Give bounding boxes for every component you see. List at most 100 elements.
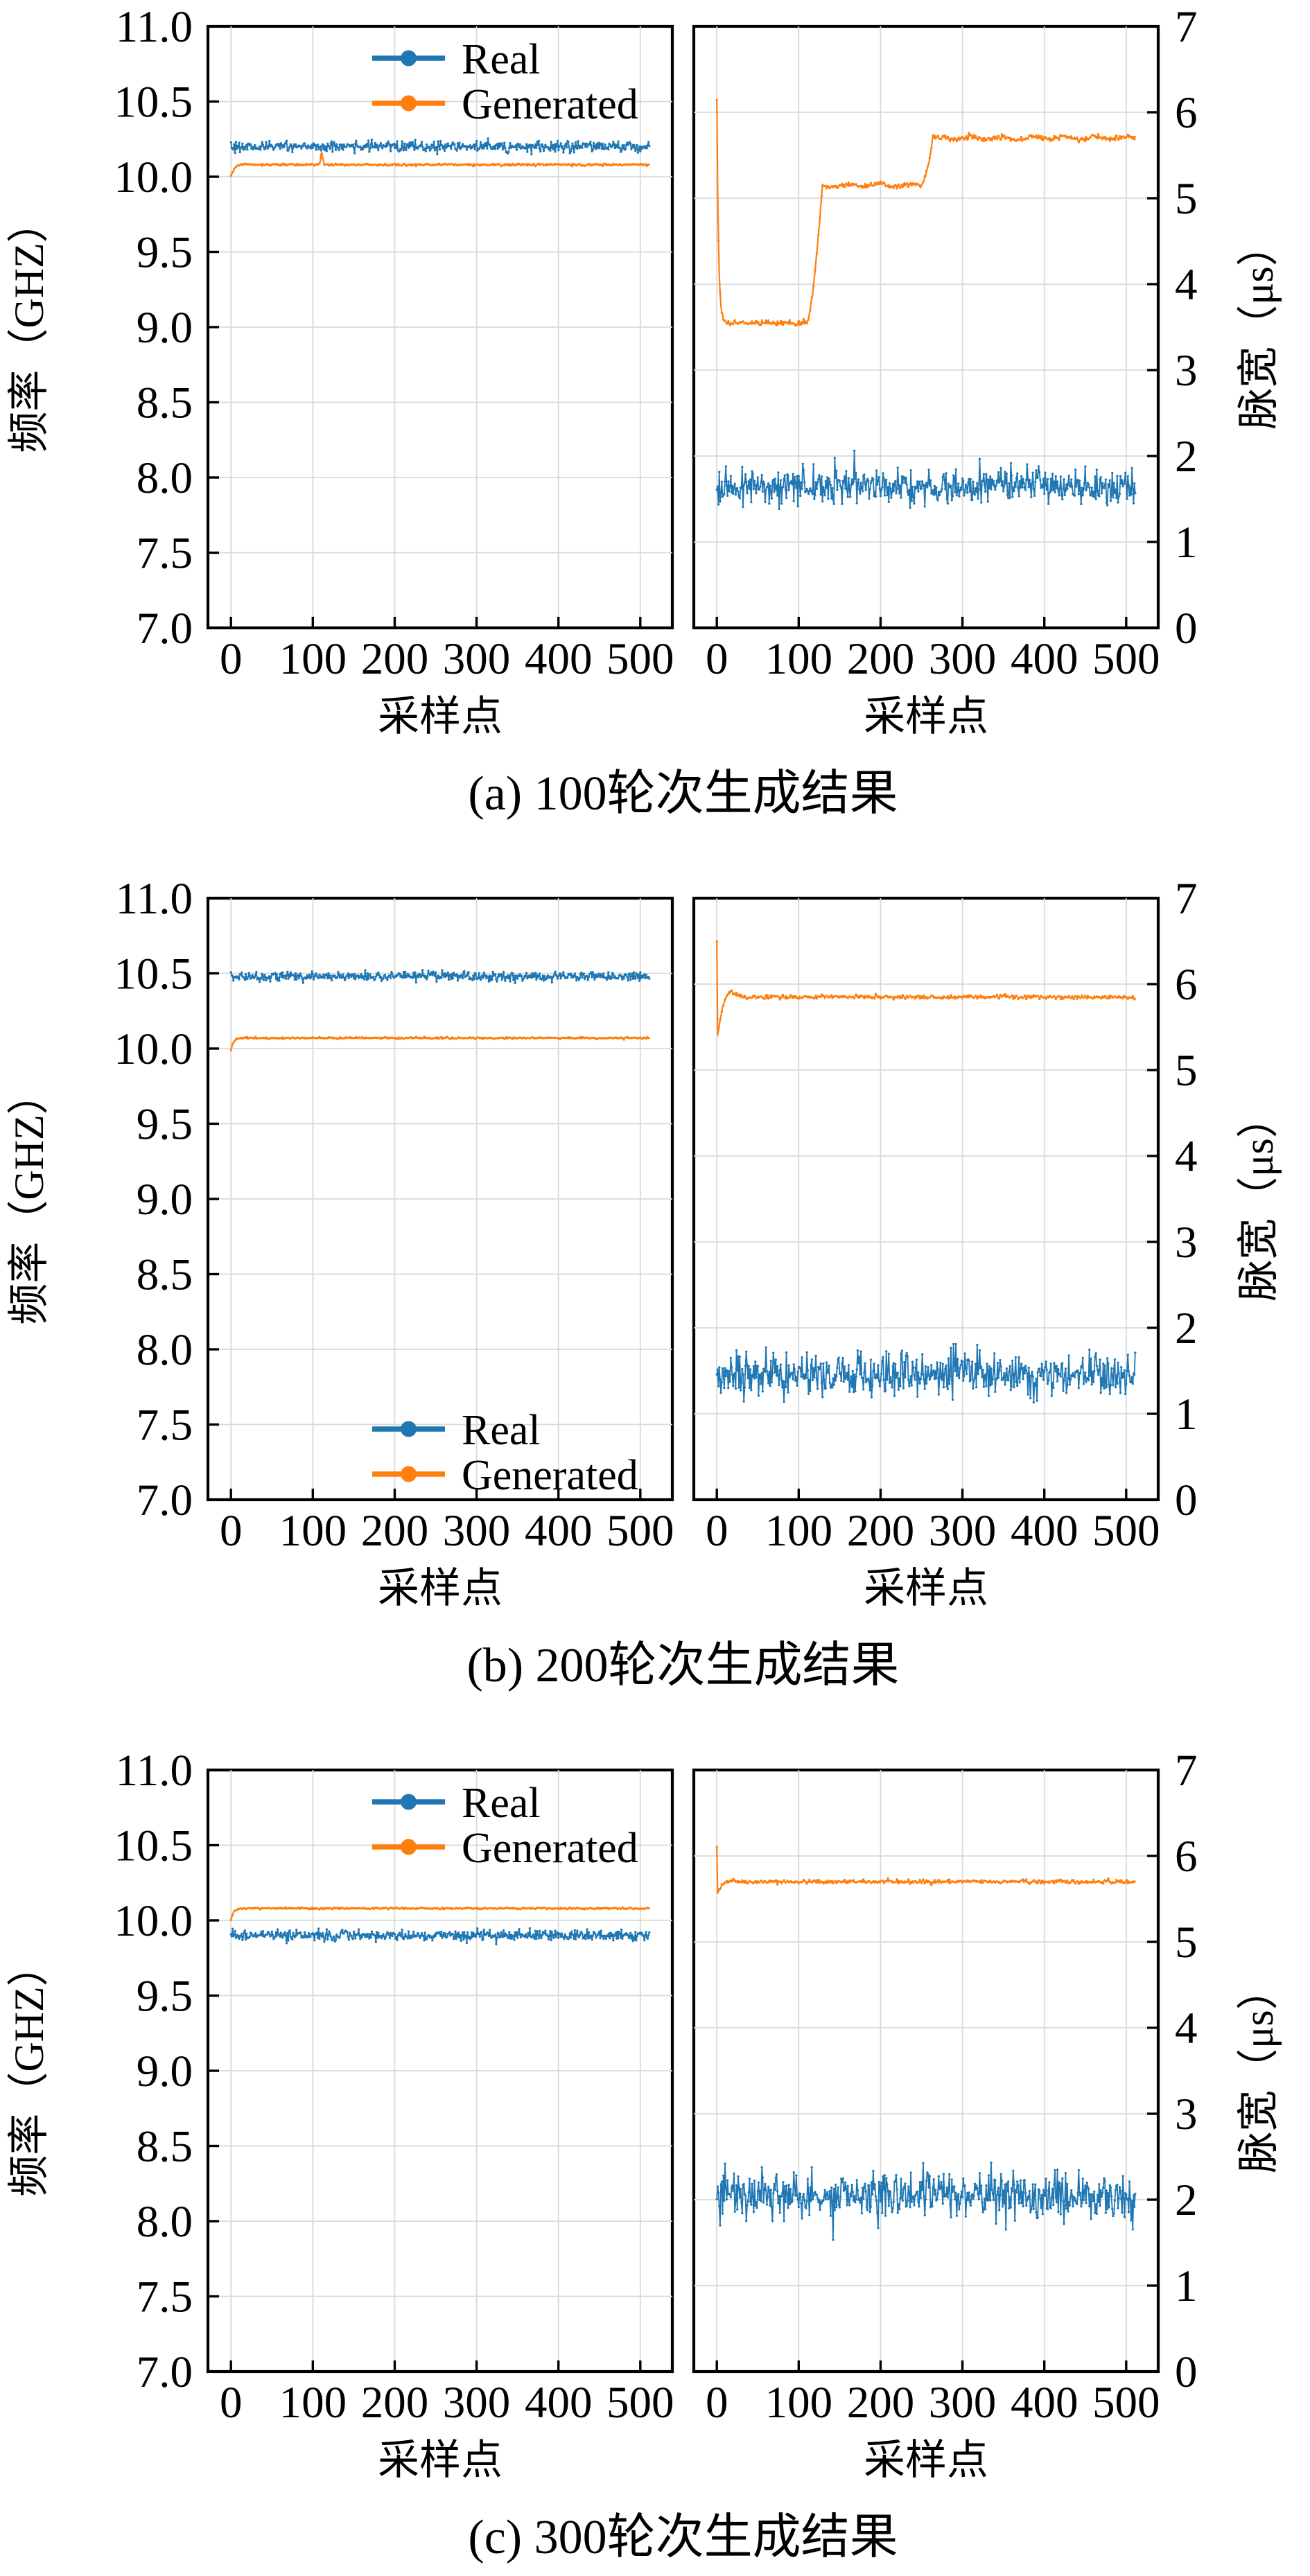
- svg-text:8.0: 8.0: [137, 1325, 193, 1375]
- svg-text:10.0: 10.0: [114, 1896, 193, 1946]
- svg-text:9.0: 9.0: [137, 1175, 193, 1225]
- svg-text:400: 400: [525, 1506, 593, 1556]
- svg-text:200: 200: [847, 2378, 915, 2428]
- svg-text:(a) 100轮次生成结果: (a) 100轮次生成结果: [468, 767, 898, 821]
- svg-text:9.0: 9.0: [137, 2047, 193, 2096]
- svg-text:2: 2: [1175, 432, 1198, 482]
- svg-text:9.0: 9.0: [137, 303, 193, 353]
- svg-text:500: 500: [1092, 1506, 1160, 1556]
- svg-text:0: 0: [220, 1506, 243, 1556]
- svg-text:2: 2: [1175, 1304, 1198, 1353]
- svg-text:频率（GHZ）: 频率（GHZ）: [6, 1073, 52, 1324]
- svg-text:1: 1: [1175, 2261, 1198, 2311]
- svg-text:100: 100: [279, 634, 347, 684]
- svg-text:Real: Real: [462, 1407, 541, 1454]
- svg-text:300: 300: [443, 634, 511, 684]
- svg-text:400: 400: [525, 2378, 593, 2428]
- svg-text:0: 0: [706, 634, 728, 684]
- svg-text:200: 200: [361, 634, 429, 684]
- svg-text:3: 3: [1175, 2089, 1198, 2139]
- svg-text:7.0: 7.0: [137, 604, 193, 654]
- svg-text:7.0: 7.0: [137, 2347, 193, 2397]
- svg-text:400: 400: [1011, 1506, 1078, 1556]
- svg-text:采样点: 采样点: [864, 1566, 988, 1611]
- svg-text:8.0: 8.0: [137, 453, 193, 503]
- svg-text:7: 7: [1175, 1746, 1198, 1796]
- svg-text:1: 1: [1175, 518, 1198, 568]
- svg-text:7.5: 7.5: [137, 2272, 193, 2322]
- svg-text:2: 2: [1175, 2175, 1198, 2225]
- svg-text:0: 0: [1175, 2347, 1198, 2397]
- svg-text:10.5: 10.5: [114, 949, 193, 999]
- svg-text:9.5: 9.5: [137, 1100, 193, 1150]
- svg-text:5: 5: [1175, 1918, 1198, 1968]
- svg-text:Generated: Generated: [462, 81, 638, 128]
- svg-text:8.5: 8.5: [137, 2122, 193, 2172]
- svg-text:100: 100: [279, 2378, 347, 2428]
- svg-text:采样点: 采样点: [864, 694, 988, 739]
- svg-text:100: 100: [765, 2378, 833, 2428]
- svg-text:8.5: 8.5: [137, 378, 193, 428]
- svg-text:7: 7: [1175, 2, 1198, 52]
- svg-text:6: 6: [1175, 88, 1198, 138]
- svg-text:10.0: 10.0: [114, 152, 193, 202]
- svg-text:采样点: 采样点: [864, 2437, 988, 2483]
- svg-text:0: 0: [706, 1506, 728, 1556]
- svg-text:(c) 300轮次生成结果: (c) 300轮次生成结果: [468, 2511, 898, 2564]
- svg-text:0: 0: [706, 2378, 728, 2428]
- svg-text:7.5: 7.5: [137, 1401, 193, 1451]
- svg-text:300: 300: [443, 1506, 511, 1556]
- svg-text:200: 200: [361, 1506, 429, 1556]
- svg-text:Generated: Generated: [462, 1825, 638, 1872]
- svg-text:采样点: 采样点: [378, 2437, 503, 2483]
- svg-text:300: 300: [929, 1506, 997, 1556]
- svg-text:4: 4: [1175, 1132, 1198, 1182]
- svg-text:9.5: 9.5: [137, 1972, 193, 2022]
- svg-text:频率（GHZ）: 频率（GHZ）: [6, 201, 52, 453]
- svg-text:500: 500: [1092, 634, 1160, 684]
- svg-text:200: 200: [847, 634, 915, 684]
- svg-text:0: 0: [220, 634, 243, 684]
- svg-text:10.5: 10.5: [114, 78, 193, 128]
- svg-text:3: 3: [1175, 1218, 1198, 1268]
- svg-text:频率（GHZ）: 频率（GHZ）: [6, 1945, 52, 2196]
- svg-text:400: 400: [525, 634, 593, 684]
- svg-text:(b) 200轮次生成结果: (b) 200轮次生成结果: [466, 1639, 899, 1692]
- svg-text:10.0: 10.0: [114, 1024, 193, 1074]
- svg-text:脉宽（μs）: 脉宽（μs）: [1236, 225, 1282, 430]
- svg-text:100: 100: [765, 1506, 833, 1556]
- svg-text:5: 5: [1175, 174, 1198, 224]
- svg-text:100: 100: [765, 634, 833, 684]
- svg-text:400: 400: [1011, 2378, 1078, 2428]
- svg-text:7: 7: [1175, 874, 1198, 924]
- svg-text:0: 0: [220, 2378, 243, 2428]
- svg-text:Real: Real: [462, 36, 541, 83]
- svg-text:采样点: 采样点: [378, 1566, 503, 1611]
- svg-text:100: 100: [279, 1506, 347, 1556]
- svg-text:4: 4: [1175, 2004, 1198, 2053]
- svg-text:0: 0: [1175, 1475, 1198, 1525]
- svg-text:7.0: 7.0: [137, 1475, 193, 1525]
- svg-text:脉宽（μs）: 脉宽（μs）: [1236, 1968, 1282, 2173]
- svg-text:300: 300: [929, 634, 997, 684]
- svg-text:10.5: 10.5: [114, 1821, 193, 1871]
- svg-text:11.0: 11.0: [116, 874, 193, 924]
- svg-text:9.5: 9.5: [137, 228, 193, 278]
- svg-text:500: 500: [606, 2378, 674, 2428]
- svg-text:7.5: 7.5: [137, 529, 193, 579]
- svg-text:300: 300: [929, 2378, 997, 2428]
- svg-text:Generated: Generated: [462, 1452, 638, 1499]
- svg-text:500: 500: [1092, 2378, 1160, 2428]
- svg-text:0: 0: [1175, 604, 1198, 654]
- svg-text:4: 4: [1175, 260, 1198, 310]
- svg-text:500: 500: [606, 634, 674, 684]
- svg-text:3: 3: [1175, 346, 1198, 396]
- svg-text:200: 200: [361, 2378, 429, 2428]
- svg-text:1: 1: [1175, 1390, 1198, 1439]
- svg-text:500: 500: [606, 1506, 674, 1556]
- svg-text:8.5: 8.5: [137, 1250, 193, 1300]
- svg-text:5: 5: [1175, 1046, 1198, 1096]
- svg-text:采样点: 采样点: [378, 694, 503, 739]
- svg-text:200: 200: [847, 1506, 915, 1556]
- svg-text:6: 6: [1175, 960, 1198, 1010]
